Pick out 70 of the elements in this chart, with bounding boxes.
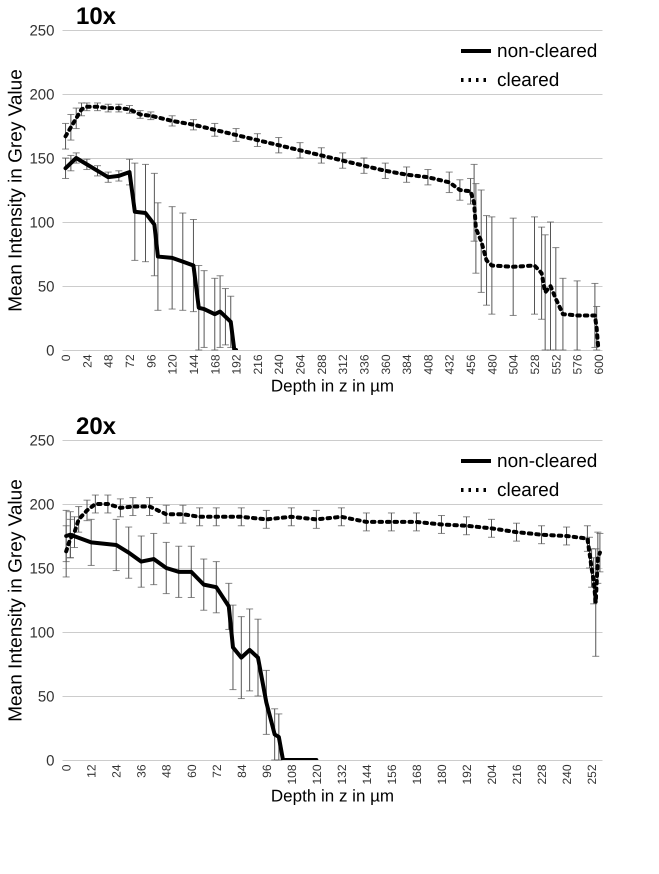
x-tick-label: 120 [310,764,324,785]
y-tick-label: 150 [29,150,54,168]
y-tick-label: 250 [29,22,54,40]
x-tick-label: 336 [357,354,372,375]
x-tick-label: 84 [234,764,249,778]
x-tick-label: 168 [410,764,424,785]
y-tick-label: 250 [29,432,54,450]
y-axis-title: Mean Intensity in Grey Value [5,69,26,312]
x-tick-label: 456 [464,354,478,375]
y-axis-title: Mean Intensity in Grey Value [5,479,26,722]
y-tick-label: 100 [29,214,54,232]
x-tick-label: 432 [442,354,457,375]
x-tick-label: 252 [585,764,600,785]
x-tick-label: 72 [210,764,224,778]
x-tick-label: 48 [160,764,174,778]
x-tick-label: 168 [208,354,222,375]
y-tick-label: 200 [29,86,54,104]
x-tick-label: 204 [485,764,499,785]
x-axis-title: Depth in z in µm [270,376,394,396]
y-tick-label: 50 [38,688,54,706]
x-tick-label: 600 [592,354,606,375]
y-tick-label: 50 [38,278,54,296]
x-tick-label: 264 [294,354,308,375]
x-tick-label: 0 [59,354,74,362]
x-tick-label: 60 [184,764,199,778]
chart-title: 10x [76,3,117,30]
line-series [64,156,238,350]
x-tick-label: 132 [334,764,349,785]
x-tick-label: 96 [144,354,158,368]
x-tick-label: 24 [80,354,94,368]
x-tick-label: 144 [186,354,201,375]
x-tick-label: 72 [123,354,137,368]
y-tick-label: 200 [29,496,54,514]
x-tick-label: 120 [166,354,180,375]
x-tick-label: 228 [535,764,550,785]
x-tick-label: 0 [60,764,74,772]
x-tick-label: 108 [284,764,299,785]
x-tick-label: 36 [134,764,149,778]
legend-label: cleared [497,480,560,501]
y-tick-label: 150 [29,560,54,578]
x-tick-label: 480 [485,354,500,375]
x-tick-label: 144 [360,764,374,785]
x-tick-label: 24 [110,764,124,778]
x-tick-label: 192 [230,354,244,375]
x-tick-label: 12 [84,764,99,778]
chart-title: 20x [76,413,117,440]
x-tick-label: 156 [384,764,399,785]
x-tick-label: 528 [528,354,542,375]
x-tick-label: 408 [421,354,436,375]
x-axis-title: Depth in z in µm [270,786,394,806]
legend-label: non-cleared [497,451,598,472]
legend-label: cleared [497,70,560,91]
x-tick-label: 96 [260,764,274,778]
x-tick-label: 504 [506,354,521,375]
x-tick-label: 192 [460,764,474,785]
x-tick-label: 384 [400,354,414,375]
x-tick-label: 240 [272,354,286,375]
x-tick-label: 48 [102,354,116,368]
x-tick-label: 216 [250,354,265,375]
y-tick-label: 100 [29,624,54,642]
x-tick-label: 576 [570,354,585,375]
legend-label: non-cleared [497,41,598,62]
x-tick-label: 312 [336,354,350,375]
x-tick-label: 288 [314,354,329,375]
x-tick-label: 180 [434,764,449,785]
line-series [64,104,600,350]
x-tick-label: 240 [560,764,574,785]
x-tick-label: 360 [378,354,393,375]
x-tick-label: 552 [549,354,564,375]
x-tick-label: 216 [510,764,524,785]
